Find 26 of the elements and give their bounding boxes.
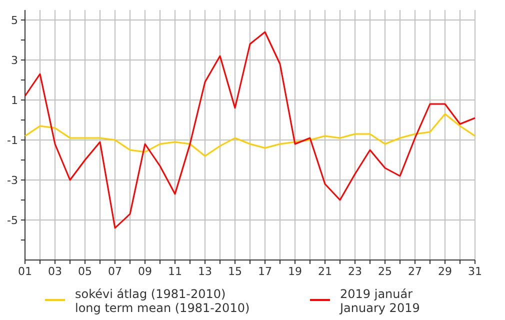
x-tick-label: 29 (438, 265, 452, 278)
x-tick-label: 15 (228, 265, 242, 278)
legend-label: sokévi átlag (1981-2010) long term mean (1981-2010) (75, 287, 250, 315)
y-tick-label: -3 (7, 174, 18, 187)
y-tick-label: 1 (11, 94, 18, 107)
y-tick-label: 3 (11, 54, 18, 67)
x-tick-label: 19 (288, 265, 302, 278)
x-tick-label: 03 (48, 265, 62, 278)
y-tick-label: 5 (11, 14, 18, 27)
x-tick-label: 31 (468, 265, 482, 278)
x-tick-label: 23 (348, 265, 362, 278)
x-tick-label: 05 (78, 265, 92, 278)
line-series (24, 113, 476, 157)
x-tick-label: 09 (138, 265, 152, 278)
line-series (24, 31, 476, 229)
x-tick-label: 27 (408, 265, 422, 278)
x-tick-label: 13 (198, 265, 212, 278)
x-tick-label: 01 (18, 265, 32, 278)
x-tick-label: 07 (108, 265, 122, 278)
y-tick-label: -5 (7, 214, 18, 227)
legend-label: 2019 január January 2019 (339, 287, 420, 315)
y-tick-label: -1 (7, 134, 18, 147)
x-tick-label: 17 (258, 265, 272, 278)
x-tick-label: 25 (378, 265, 392, 278)
x-tick-label: 21 (318, 265, 332, 278)
x-tick-label: 11 (168, 265, 182, 278)
